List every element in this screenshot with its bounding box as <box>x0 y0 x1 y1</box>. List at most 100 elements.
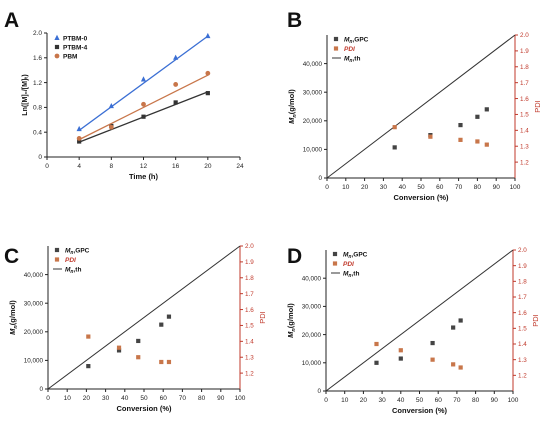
y-tick-label-right: 1.3 <box>245 354 254 361</box>
y-tick-label-right: 1.5 <box>520 112 529 119</box>
y-axis-label-left: Mn(g/mol) <box>286 303 297 338</box>
y-axis-label-right: PDI <box>533 100 542 113</box>
y-tick-label-right: 1.9 <box>518 263 527 270</box>
legend-label: Mn,th <box>344 55 360 64</box>
legend-marker <box>54 257 60 262</box>
y-tick-label-right: 1.9 <box>520 48 529 55</box>
data-point <box>451 325 456 330</box>
y-axis-label-left: Mn(g/mol) <box>8 300 19 335</box>
y-axis-label-right: PDI <box>531 314 540 327</box>
x-tick-label: 90 <box>217 395 225 402</box>
y-tick-label-right: 1.6 <box>518 310 527 317</box>
y-tick-label-left: 10,000 <box>303 147 323 154</box>
y-tick-label-right: 1.4 <box>245 339 254 346</box>
data-point <box>398 356 403 361</box>
x-tick-label: 8 <box>110 163 114 170</box>
data-point <box>451 362 456 367</box>
data-point <box>458 137 463 142</box>
x-tick-label: 24 <box>236 163 244 170</box>
data-point <box>86 334 91 339</box>
x-tick-label: 30 <box>102 395 110 402</box>
y-tick-label-left: 0 <box>318 175 322 182</box>
data-point <box>76 136 82 141</box>
y-tick-label: 0 <box>38 154 42 161</box>
data-point <box>140 76 147 82</box>
data-point <box>166 359 172 365</box>
x-tick-label: 20 <box>361 184 369 191</box>
series-pdi <box>392 125 489 147</box>
x-tick-label: 30 <box>378 397 386 404</box>
y-tick-label-left: 40,000 <box>302 275 322 282</box>
data-point <box>159 359 164 365</box>
y-tick-label: 0.4 <box>33 129 42 136</box>
data-point <box>458 365 463 370</box>
data-point <box>136 355 141 360</box>
data-point <box>430 340 435 346</box>
x-tick-label: 30 <box>380 184 388 191</box>
data-point <box>374 341 379 347</box>
series-mn-gpc <box>374 318 463 365</box>
y-tick-label: 1.2 <box>33 80 42 87</box>
x-tick-label: 4 <box>77 163 81 170</box>
y-tick-label-right: 1.5 <box>245 323 254 330</box>
panel-c: C 0 10 20 30 40 50 60 70 80 90 100 0 10,000 20,000 30,0… <box>4 243 267 413</box>
y-tick-label-left: 40,000 <box>303 61 323 68</box>
panel-letter-c: C <box>4 245 19 268</box>
x-tick-label: 70 <box>455 184 463 191</box>
x-tick-label: 90 <box>491 397 499 404</box>
y-tick-label: 2.0 <box>33 30 42 37</box>
y-axis-label-right: PDI <box>258 311 267 324</box>
y-tick-label-right: 1.7 <box>520 80 529 87</box>
y-tick-label-right: 1.8 <box>518 279 527 286</box>
x-tick-label: 0 <box>46 395 50 402</box>
x-axis-label: Time (h) <box>129 172 159 181</box>
x-tick-label: 0 <box>45 163 49 170</box>
panel-b: B 0 10 20 30 40 50 60 70 80 90 100 0 10,000 20,000 30,0… <box>287 9 542 202</box>
legend-label: Mn,th <box>343 270 359 279</box>
x-tick-label: 100 <box>510 184 521 191</box>
data-point <box>484 142 489 147</box>
x-tick-label: 100 <box>508 397 519 404</box>
y-tick-label-right: 1.2 <box>518 373 527 380</box>
data-point <box>86 364 91 369</box>
data-point <box>205 70 211 76</box>
x-tick-label: 0 <box>325 184 329 191</box>
data-point <box>141 114 146 119</box>
data-point <box>205 32 211 39</box>
x-tick-label: 40 <box>399 184 407 191</box>
x-tick-label: 40 <box>121 395 129 402</box>
data-point <box>108 102 114 109</box>
data-point <box>392 145 397 150</box>
y-tick-label-right: 1.2 <box>245 370 254 377</box>
y-tick-label-right: 1.5 <box>518 326 527 333</box>
fit-line <box>78 74 209 141</box>
mn-th-line <box>325 249 514 392</box>
y-tick-label-right: 1.2 <box>520 159 529 166</box>
y-tick-label-right: 1.4 <box>518 341 527 348</box>
panel-a: A 0 4 8 12 16 20 24 0 0.4 0.8 1.2 1.6 2.0 Time (h) Ln([… <box>4 9 244 181</box>
y-tick-label-left: 20,000 <box>302 332 322 339</box>
data-point <box>173 54 179 60</box>
y-tick-label-right: 1.9 <box>245 259 254 266</box>
legend-marker <box>333 36 339 42</box>
y-tick-label: 1.6 <box>33 55 42 62</box>
x-tick-label: 90 <box>493 184 501 191</box>
x-tick-label: 50 <box>140 395 148 402</box>
x-tick-label: 50 <box>416 397 424 404</box>
y-tick-label-right: 1.4 <box>520 128 529 135</box>
data-point <box>173 82 179 87</box>
data-point <box>116 345 122 350</box>
legend-marker <box>54 44 60 50</box>
x-tick-label: 50 <box>417 184 425 191</box>
series-pdi <box>374 341 463 370</box>
x-tick-label: 80 <box>472 397 480 404</box>
y-tick-label-right: 2.0 <box>520 32 529 39</box>
data-point <box>166 314 172 319</box>
data-point <box>475 114 480 119</box>
data-point <box>136 338 141 344</box>
y-tick-label-right: 2.0 <box>245 243 254 250</box>
y-tick-label-left: 30,000 <box>302 304 322 311</box>
y-tick-label-left: 0 <box>317 388 321 395</box>
legend-label: PDI <box>344 46 355 53</box>
y-tick-label-right: 1.7 <box>518 294 527 301</box>
